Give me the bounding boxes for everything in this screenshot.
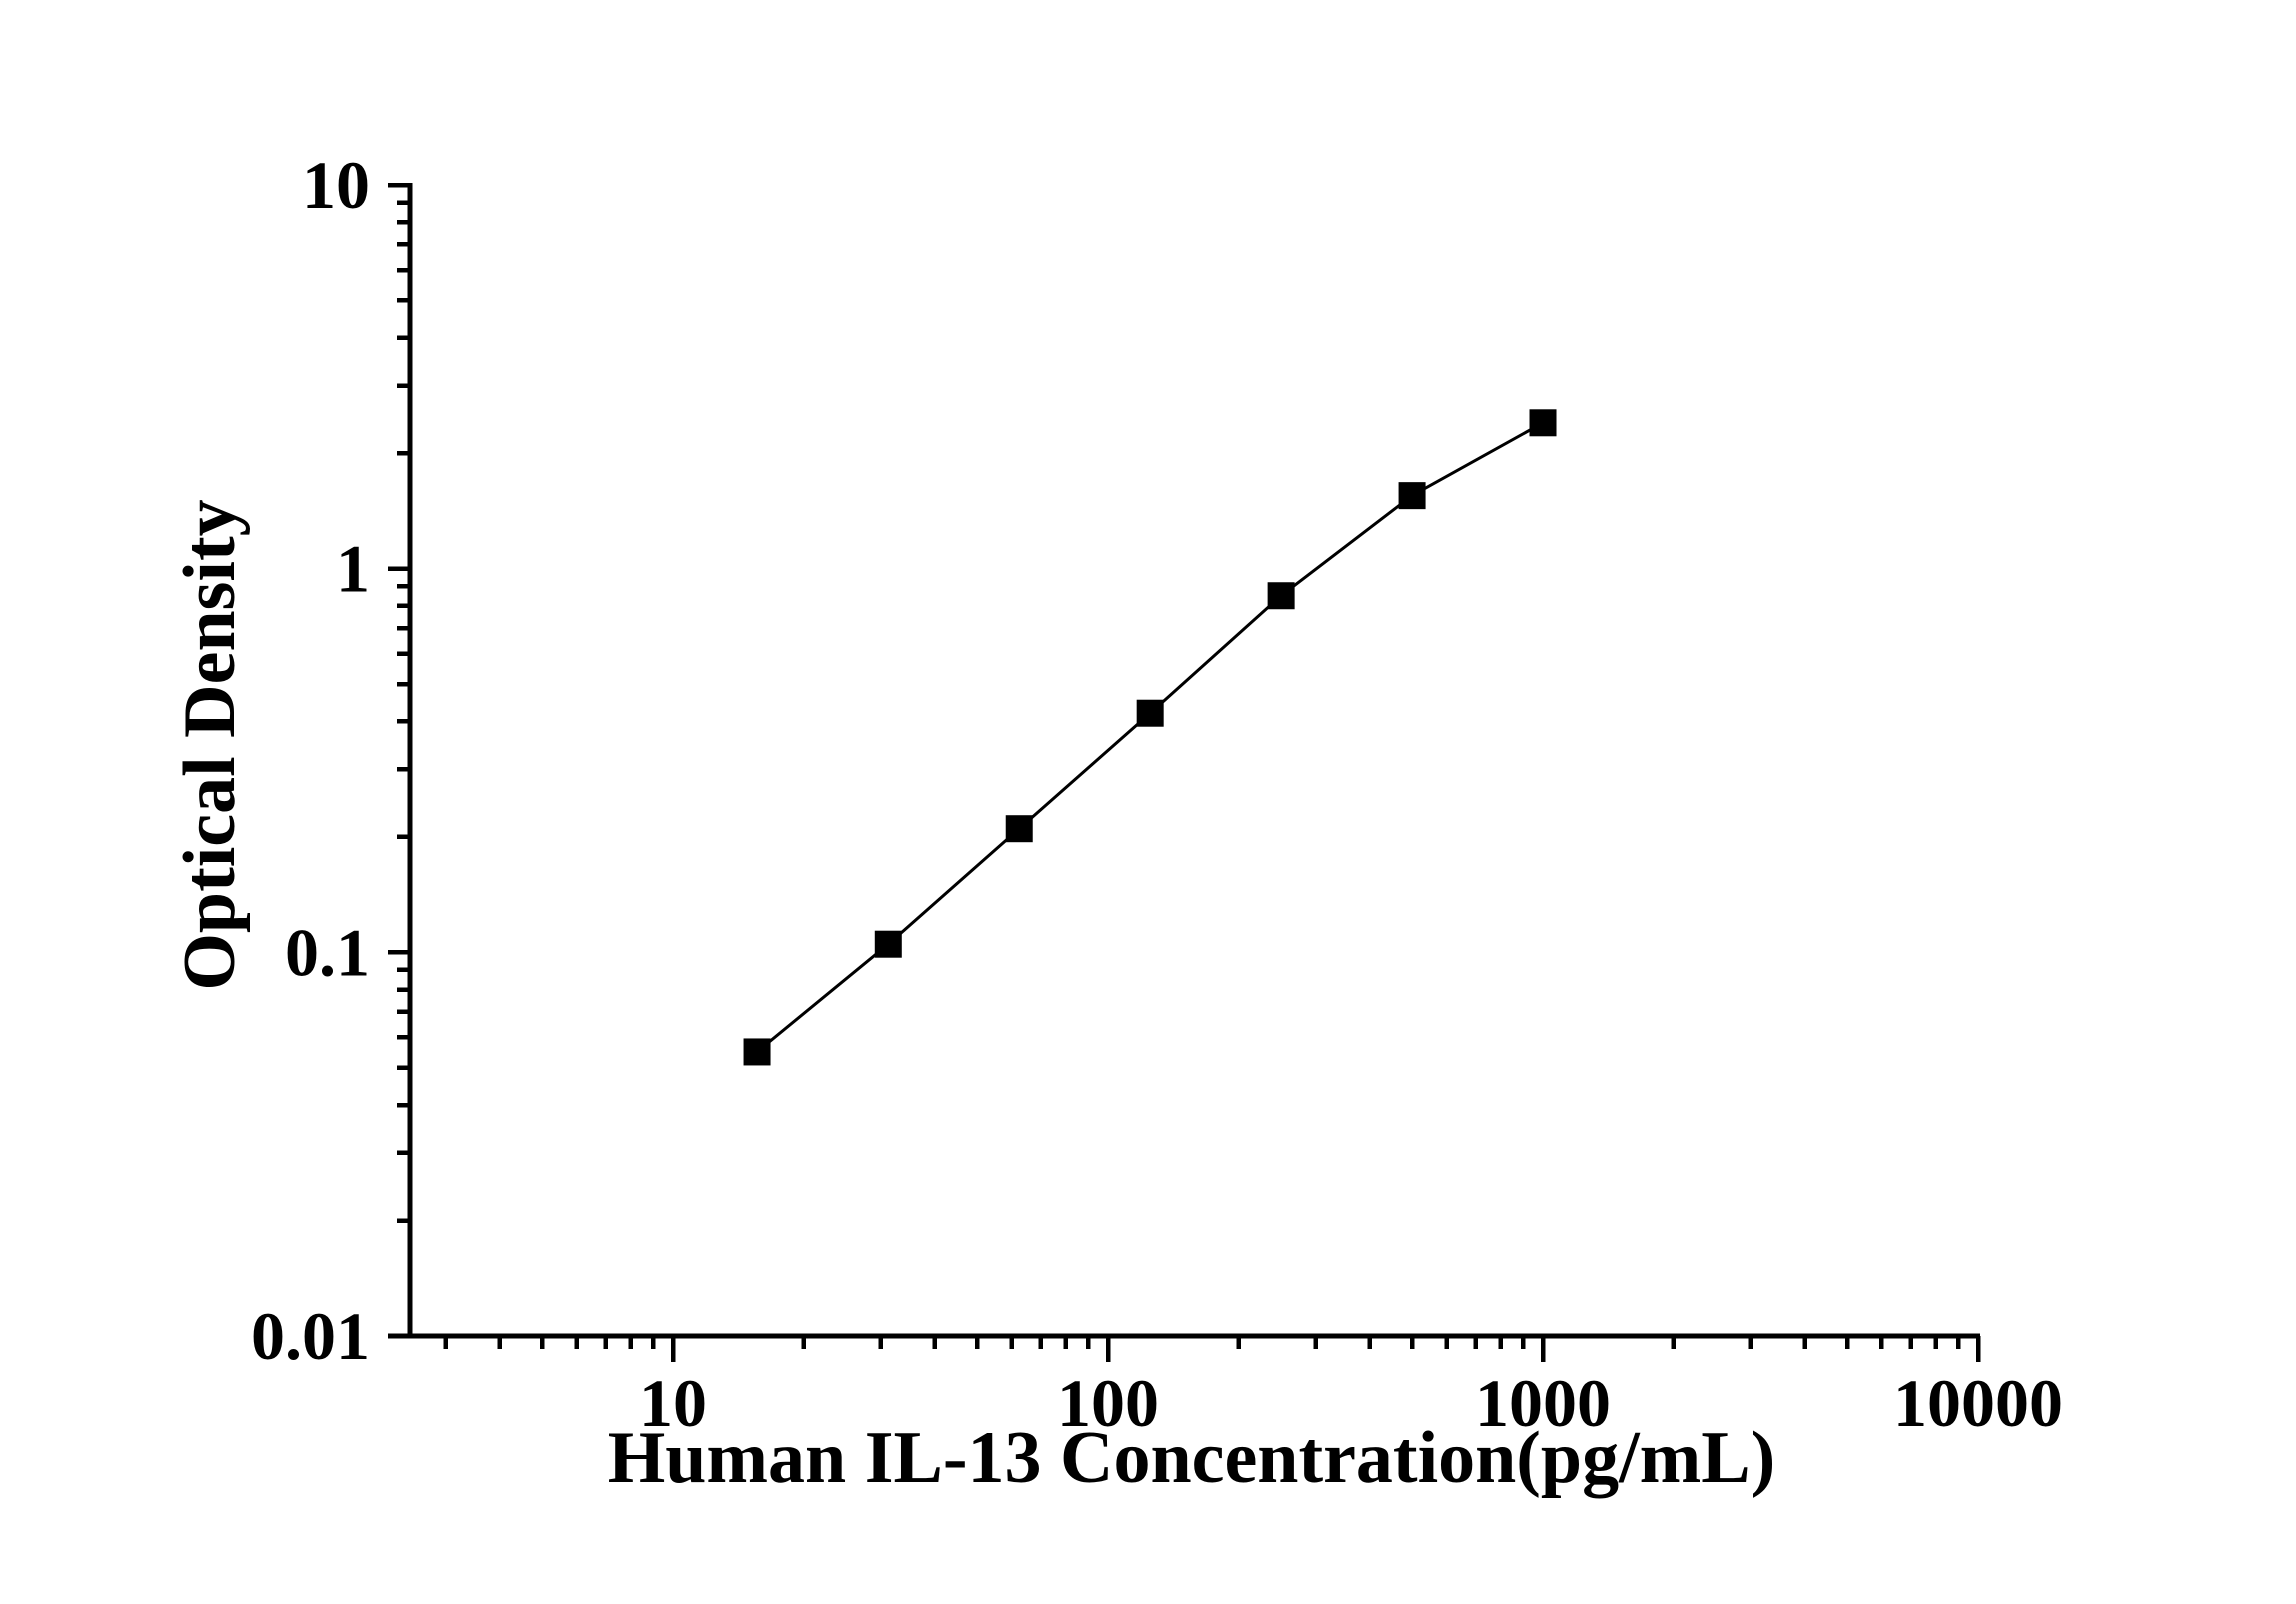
- x-tick-label: 100: [1057, 1365, 1159, 1441]
- y-tick-label: 0.1: [285, 914, 370, 990]
- data-point-marker: [1398, 482, 1426, 510]
- y-axis-title: Optical Density: [169, 499, 251, 991]
- y-tick-label: 10: [302, 147, 370, 223]
- x-tick-label: 10: [639, 1365, 707, 1441]
- data-point-marker: [1005, 815, 1033, 843]
- data-point-marker: [743, 1038, 771, 1066]
- y-tick-label: 1: [336, 531, 370, 607]
- y-tick-label: 0.01: [251, 1298, 370, 1374]
- data-point-marker: [1136, 699, 1164, 727]
- data-point-marker: [874, 930, 902, 958]
- x-axis-title: Human IL-13 Concentration(pg/mL): [607, 1417, 1776, 1499]
- data-point-marker: [1529, 409, 1557, 437]
- data-point-marker: [1267, 582, 1295, 610]
- x-tick-label: 10000: [1893, 1365, 2063, 1441]
- x-tick-label: 1000: [1475, 1365, 1611, 1441]
